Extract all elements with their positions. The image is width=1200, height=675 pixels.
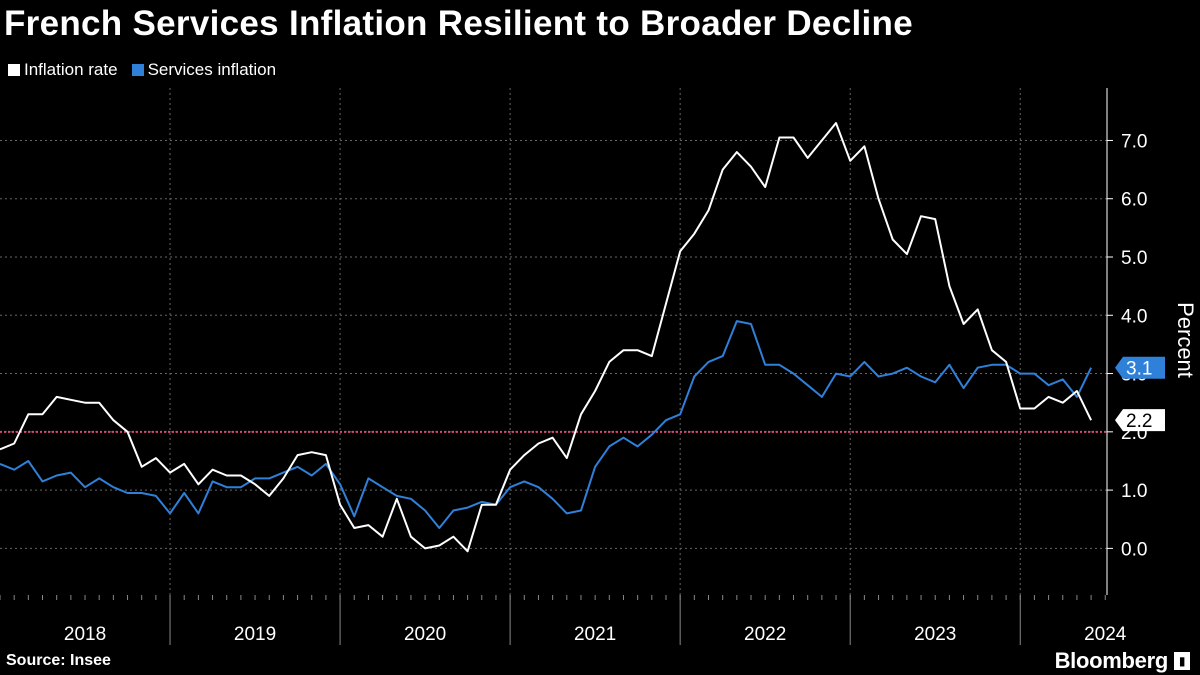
end-label-tag-services bbox=[1115, 356, 1165, 379]
series-line-services bbox=[0, 320, 1092, 529]
x-tick-label: 2023 bbox=[914, 624, 956, 645]
end-label-tag-inflation bbox=[1115, 409, 1165, 432]
source-note: Source: Insee bbox=[6, 652, 111, 669]
x-tick-label: 2019 bbox=[234, 624, 276, 645]
legend-label-services: Services inflation bbox=[147, 60, 277, 79]
x-tick-label: 2020 bbox=[404, 624, 446, 645]
x-tick-label: 2022 bbox=[744, 624, 786, 645]
brand: Bloomberg ▮ bbox=[1055, 648, 1190, 674]
legend-label-inflation: Inflation rate bbox=[24, 60, 118, 79]
end-label-services: 3.1 bbox=[1126, 359, 1152, 380]
y-axis-title: Percent bbox=[1173, 302, 1198, 378]
legend-swatch-services bbox=[131, 64, 144, 76]
legend-swatch-inflation bbox=[8, 64, 20, 76]
bloomberg-logo-icon: ▮ bbox=[1174, 652, 1190, 670]
y-tick-label: 7.0 bbox=[1121, 131, 1147, 152]
legend: Inflation rate Services inflation bbox=[8, 60, 276, 80]
y-tick-label: 0.0 bbox=[1121, 539, 1147, 560]
y-tick-label: 4.0 bbox=[1121, 306, 1147, 327]
end-label-inflation: 2.2 bbox=[1126, 411, 1152, 432]
x-tick-label: 2021 bbox=[574, 624, 616, 645]
legend-item-inflation: Inflation rate bbox=[8, 60, 118, 80]
x-tick-label: 2018 bbox=[64, 624, 106, 645]
series-line-inflation bbox=[0, 122, 1092, 553]
brand-name: Bloomberg bbox=[1054, 648, 1169, 673]
y-tick-label: 5.0 bbox=[1121, 248, 1147, 269]
x-tick-label: 2024 bbox=[1084, 624, 1127, 645]
chart-title: French Services Inflation Resilient to B… bbox=[4, 4, 913, 43]
legend-item-services: Services inflation bbox=[131, 60, 277, 80]
y-tick-label: 1.0 bbox=[1121, 481, 1147, 502]
y-tick-label: 6.0 bbox=[1121, 190, 1147, 211]
